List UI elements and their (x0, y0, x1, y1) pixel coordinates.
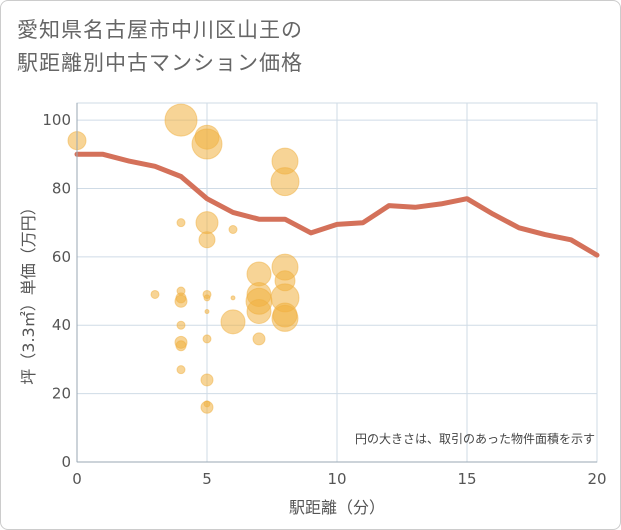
data-bubble (204, 309, 210, 315)
y-tick-label: 60 (52, 248, 71, 266)
data-bubble (252, 332, 266, 346)
x-axis-title: 駅距離（分） (289, 498, 385, 517)
trend-line (74, 151, 600, 258)
data-bubble (198, 231, 216, 249)
data-bubble (270, 167, 300, 197)
data-bubble (220, 309, 246, 335)
y-tick-label: 100 (42, 111, 71, 129)
size-note: 円の大きさは、取引のあった物件面積を示す (355, 431, 595, 446)
data-bubble (271, 304, 299, 332)
y-tick-label: 0 (61, 453, 71, 471)
trend-line-group (74, 151, 600, 258)
data-bubble (195, 211, 219, 235)
data-bubble (176, 320, 186, 330)
x-tick-label: 10 (327, 470, 346, 488)
x-tick-label: 5 (202, 470, 212, 488)
data-bubble (203, 294, 211, 302)
data-bubble (200, 400, 214, 414)
data-bubble (230, 295, 236, 301)
data-bubble (164, 103, 198, 137)
data-bubble (202, 334, 212, 344)
data-bubble (150, 289, 160, 299)
grid (76, 102, 598, 463)
chart-title-line1: 愛知県名古屋市中川区山王の (17, 18, 303, 42)
x-tick-label: 15 (457, 470, 476, 488)
chart-title: 愛知県名古屋市中川区山王の 駅距離別中古マンション価格 (17, 14, 437, 80)
y-tick-label: 80 (52, 179, 71, 197)
data-bubble (246, 299, 272, 325)
y-tick-label: 40 (52, 316, 71, 334)
y-axis-title: 坪（3.3㎡）単価（万円） (19, 199, 38, 384)
chart-title-line2: 駅距離別中古マンション価格 (17, 51, 303, 75)
x-tick-label: 20 (587, 470, 606, 488)
data-bubble (200, 373, 214, 387)
bubbles (67, 103, 300, 414)
data-bubble (191, 128, 223, 160)
data-bubble (175, 340, 187, 352)
data-bubble (176, 218, 186, 228)
data-bubble (176, 365, 186, 375)
data-bubble (174, 294, 188, 308)
data-bubble (228, 225, 238, 235)
x-tick-label: 0 (72, 470, 82, 488)
y-tick-label: 20 (52, 385, 71, 403)
axes: 0 20 40 60 80 100 0 5 10 15 20 (42, 103, 607, 488)
